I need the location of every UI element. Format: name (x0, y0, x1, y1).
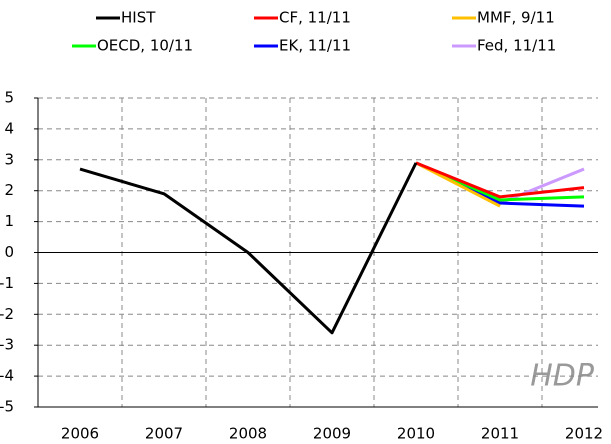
x-tick-label: 2011 (481, 425, 519, 443)
series-line (79, 162, 418, 335)
y-tick-label: 2 (4, 181, 14, 199)
x-tick-label: 2008 (229, 425, 267, 443)
x-tick-label: 2006 (61, 425, 99, 443)
series-line (415, 161, 585, 199)
y-tick-label: 4 (4, 119, 14, 137)
legend-label: Fed, 11/11 (477, 37, 556, 55)
y-tick-label: 0 (4, 243, 14, 261)
x-tick-label: 2007 (145, 425, 183, 443)
legend-label: HIST (121, 9, 156, 27)
x-tick-label: 2010 (397, 425, 435, 443)
y-tick-label: 5 (4, 89, 14, 107)
legend-label: OECD, 10/11 (97, 37, 193, 55)
y-tick-label: -1 (0, 274, 14, 292)
legend-label: CF, 11/11 (279, 9, 351, 27)
y-tick-label: -4 (0, 367, 14, 385)
x-tick-label: 2009 (313, 425, 351, 443)
y-tick-label: 1 (4, 212, 14, 230)
y-tick-label: 3 (4, 150, 14, 168)
legend-label: MMF, 9/11 (477, 9, 555, 27)
y-tick-label: -3 (0, 336, 14, 354)
legend-label: EK, 11/11 (279, 37, 351, 55)
series-line (415, 161, 585, 202)
x-tick-label: 2012 (565, 425, 603, 443)
y-tick-label: -2 (0, 305, 14, 323)
y-tick-label: -5 (0, 398, 14, 416)
